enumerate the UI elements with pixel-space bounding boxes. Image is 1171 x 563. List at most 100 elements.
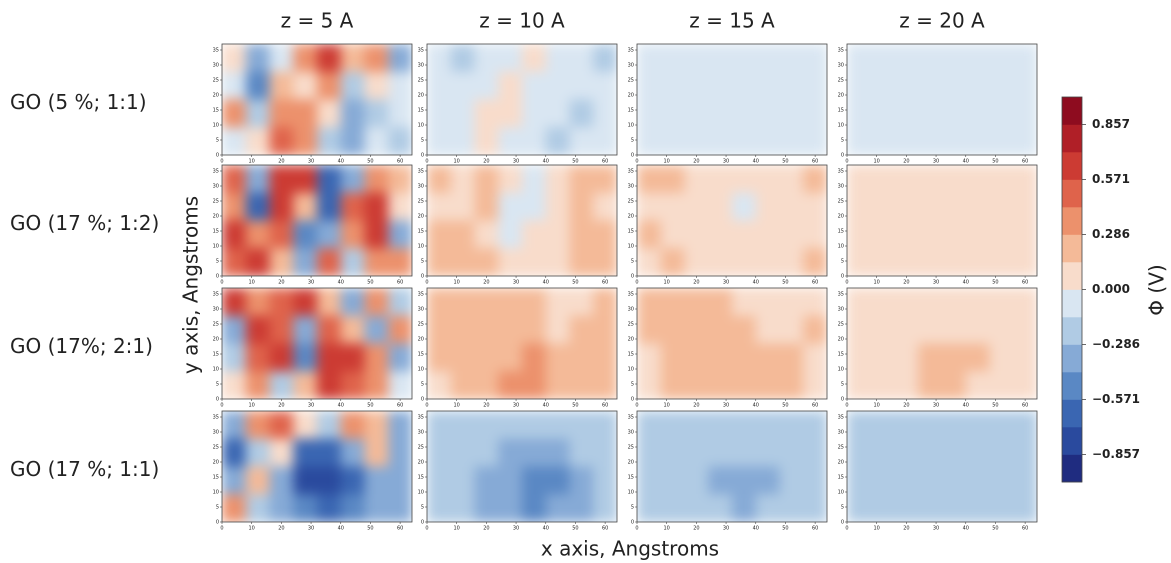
heatmap-cell (755, 438, 780, 467)
heatmap-cell (989, 248, 1014, 276)
heatmap-cell (569, 71, 594, 100)
heatmap-cell (918, 44, 943, 73)
x-tick-label: 10 (454, 280, 460, 286)
heatmap-cell (569, 371, 594, 399)
heatmap-cells (847, 288, 1037, 399)
y-tick-label: 25 (213, 78, 219, 84)
x-tick-label: 30 (933, 403, 939, 409)
heatmap-cell (340, 494, 365, 522)
heatmap-cell (245, 248, 270, 276)
x-tick-label: 40 (338, 526, 344, 532)
panel-frame (636, 164, 828, 277)
y-tick-label: 30 (213, 307, 219, 313)
heatmap-cell (918, 99, 943, 128)
y-tick-label: 5 (841, 138, 844, 144)
y-tick-label: 15 (628, 108, 634, 114)
heatmap-cell (847, 44, 872, 73)
heatmap-cell (894, 44, 919, 73)
y-tick-label: 35 (838, 169, 844, 175)
heatmap-cell (637, 165, 662, 194)
y-tick-label: 35 (838, 292, 844, 298)
heatmap-cell (569, 438, 594, 467)
heatmap-cell (684, 371, 709, 399)
heatmap-cell (317, 127, 342, 155)
heatmap-cell (894, 192, 919, 221)
heatmap-cell (269, 438, 294, 467)
heatmap-cells (637, 44, 827, 155)
heatmap-cell (732, 411, 757, 440)
colorbar-tick-label: −0.286 (1092, 337, 1140, 351)
heatmap-cell (732, 71, 757, 100)
heatmap-cell (847, 494, 872, 522)
heatmap-cell (388, 99, 412, 128)
x-tick-label: 0 (845, 403, 848, 409)
heatmap-cell (779, 466, 804, 495)
heatmap-cell (245, 438, 270, 467)
colorbar-tick-label: −0.571 (1092, 392, 1140, 406)
x-tick-label: 40 (963, 280, 969, 286)
heatmap-cell (779, 99, 804, 128)
panel-frame (846, 410, 1038, 523)
heatmap-cell (1013, 371, 1037, 399)
panel-frame (846, 43, 1038, 156)
x-tick-label: 0 (635, 403, 638, 409)
y-tick-label: 25 (418, 445, 424, 451)
heatmap-cell (498, 71, 523, 100)
heatmap-cell (569, 288, 594, 317)
colorbar-segment (1062, 97, 1082, 125)
heatmap-cell (269, 220, 294, 249)
y-tick-label: 35 (418, 48, 424, 54)
heatmap-cell (388, 192, 412, 221)
y-tick-label: 35 (418, 169, 424, 175)
heatmap-cell (269, 343, 294, 372)
heatmap-cell (847, 248, 872, 276)
heatmap-cell (593, 127, 617, 155)
y-tick-label: 5 (841, 505, 844, 511)
heatmap-cell (847, 220, 872, 249)
y-tick-label: 5 (631, 382, 634, 388)
heatmap-cell (293, 165, 318, 194)
colorbar-tick-label: 0.571 (1092, 172, 1130, 186)
y-tick-label: 10 (628, 244, 634, 250)
heatmap-cell (894, 165, 919, 194)
x-tick-label: 20 (483, 403, 489, 409)
heatmap-cell (708, 71, 733, 100)
heatmap-panel (847, 165, 1037, 276)
heatmap-cell (779, 288, 804, 317)
heatmap-cell (918, 371, 943, 399)
y-tick-label: 35 (628, 48, 634, 54)
heatmap-cell (894, 494, 919, 522)
heatmap-panel (637, 165, 827, 276)
y-tick-label: 30 (418, 184, 424, 190)
x-tick-label: 20 (278, 403, 284, 409)
heatmap-cell (364, 315, 389, 344)
heatmap-cell (1013, 494, 1037, 522)
heatmap-cell (708, 44, 733, 73)
panel-frame (426, 164, 618, 277)
heatmap-cell (803, 192, 827, 221)
heatmap-cell (942, 343, 967, 372)
heatmap-cell (593, 411, 617, 440)
heatmap-cell (340, 44, 365, 73)
heatmap-cell (293, 248, 318, 276)
heatmap-cell (870, 192, 895, 221)
heatmap-cell (637, 411, 662, 440)
y-tick-label: 5 (216, 382, 219, 388)
heatmap-cell (593, 165, 617, 194)
heatmap-cell (779, 127, 804, 155)
heatmap-cell (942, 315, 967, 344)
heatmap-panel (847, 288, 1037, 399)
heatmap-cell (965, 44, 990, 73)
heatmap-cell (684, 438, 709, 467)
heatmap-cell (660, 494, 685, 522)
heatmap-cell (779, 165, 804, 194)
y-tick-label: 10 (838, 244, 844, 250)
heatmap-cell (545, 99, 570, 128)
heatmap-cell (498, 371, 523, 399)
colorbar-segment (1062, 454, 1082, 483)
y-tick-label: 20 (418, 214, 424, 220)
heatmap-cell (870, 411, 895, 440)
heatmap-cell (803, 315, 827, 344)
heatmap-cells (637, 411, 827, 522)
heatmap-cell (803, 44, 827, 73)
